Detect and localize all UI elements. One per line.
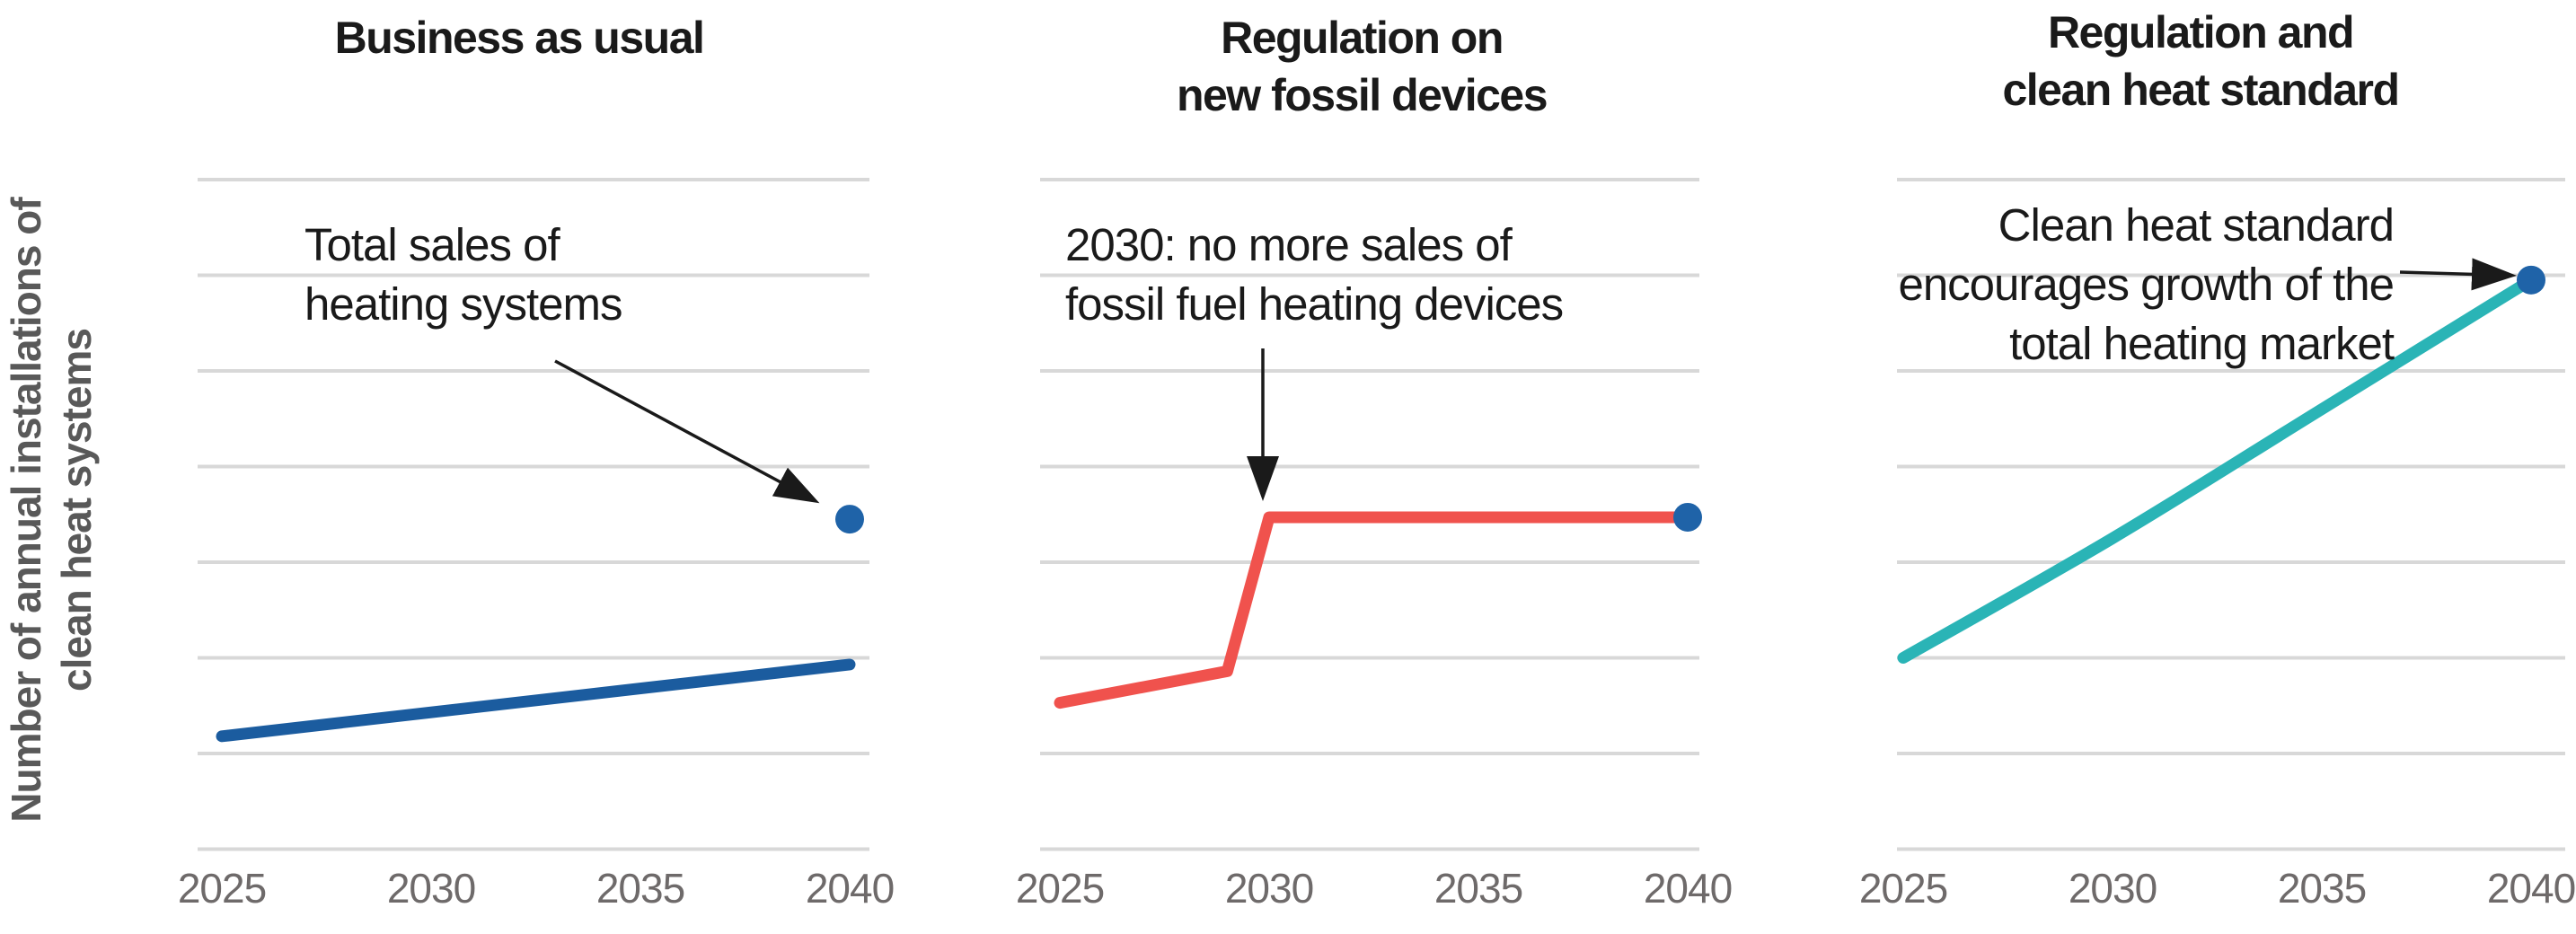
x-tick-label: 2030 xyxy=(2068,865,2157,912)
x-tick-label: 2040 xyxy=(805,865,895,912)
panel-title-regulation-clean-heat-standard: Regulation and clean heat standard xyxy=(2002,7,2400,115)
annotation-total-sales: Total sales of heating systems xyxy=(304,219,623,330)
annotation-2030-fossil-ban: 2030: no more sales of fossil fuel heati… xyxy=(1065,219,1564,330)
series-line xyxy=(1054,511,1694,709)
x-tick-label: 2025 xyxy=(1858,865,1948,912)
end-marker-dot xyxy=(1673,502,1702,532)
x-tick-label: 2025 xyxy=(1015,865,1105,912)
annotation-arrow xyxy=(2399,258,2517,291)
x-tick-label: 2040 xyxy=(1643,865,1733,912)
annotation-clean-heat-standard-growth: Clean heat standard encourages growth of… xyxy=(1898,199,2395,369)
panel-title-regulation-new-fossil: Regulation on new fossil devices xyxy=(1176,13,1548,120)
x-tick-label: 2035 xyxy=(595,865,685,912)
panel-title-business-as-usual: Business as usual xyxy=(334,13,705,63)
x-tick-label: 2025 xyxy=(177,865,267,912)
end-marker-dot xyxy=(2517,265,2545,295)
end-marker-dot xyxy=(835,505,864,534)
series-line xyxy=(1897,274,2537,664)
series-line xyxy=(216,658,856,743)
x-tick-label: 2035 xyxy=(1434,865,1523,912)
y-axis-label: Number of annual installations of clean … xyxy=(3,198,100,823)
x-tick-label: 2030 xyxy=(1224,865,1314,912)
x-tick-label: 2030 xyxy=(386,865,476,912)
annotation-arrow xyxy=(554,359,820,504)
x-tick-label: 2035 xyxy=(2277,865,2367,912)
x-tick-label: 2040 xyxy=(2486,865,2576,912)
